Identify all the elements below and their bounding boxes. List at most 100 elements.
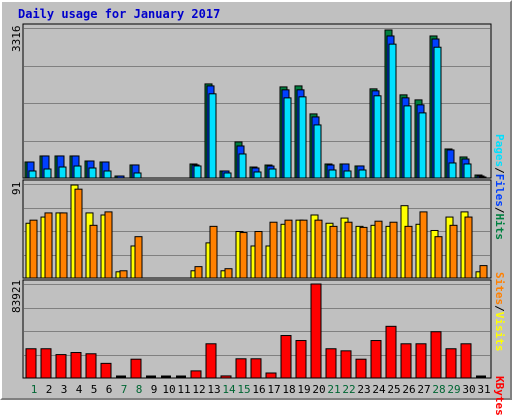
chart-title: Daily usage for January 2017 (18, 7, 221, 21)
bar-pages-day-18 (283, 97, 292, 179)
bar-pages-day-24 (373, 95, 382, 179)
bar-pages-day-27 (418, 112, 427, 179)
day-label-18: 18 (282, 383, 296, 396)
bar-sites-day-22 (344, 221, 353, 279)
bar-sites-day-5 (89, 224, 98, 279)
legend-kbytes-box: KBytes (493, 376, 506, 416)
day-label-8: 8 (135, 383, 143, 396)
bar-pages-day-13 (208, 93, 217, 179)
kbytes-max-label: 83921 (10, 279, 23, 313)
bar-kbytes-day-1 (25, 348, 37, 379)
bar-sites-day-15 (239, 232, 248, 279)
day-label-25: 25 (387, 383, 401, 396)
day-label-29: 29 (447, 383, 461, 396)
bar-kbytes-day-14 (220, 375, 232, 379)
day-label-7: 7 (120, 383, 128, 396)
day-label-21: 21 (327, 383, 341, 396)
bar-files-day-7 (116, 175, 125, 179)
legend-sep-2: / (493, 206, 506, 214)
visits-max-label: 91 (10, 181, 23, 195)
day-label-22: 22 (342, 383, 356, 396)
bar-sites-day-1 (29, 219, 38, 279)
bar-pages-day-15 (238, 153, 247, 179)
bar-kbytes-day-16 (250, 358, 262, 379)
bar-pages-day-25 (388, 43, 397, 179)
day-label-24: 24 (372, 383, 386, 396)
bar-sites-day-23 (359, 226, 368, 279)
bar-pages-day-14 (223, 172, 232, 179)
day-label-14: 14 (222, 383, 236, 396)
bar-sites-day-3 (59, 212, 68, 279)
bar-sites-day-31 (479, 265, 488, 279)
bar-kbytes-day-29 (445, 348, 457, 379)
bar-sites-day-30 (464, 216, 473, 279)
day-label-15: 15 (237, 383, 251, 396)
day-label-10: 10 (162, 383, 176, 396)
day-label-27: 27 (417, 383, 431, 396)
bar-pages-day-19 (298, 96, 307, 179)
bar-sites-day-25 (389, 221, 398, 279)
bar-kbytes-day-6 (100, 362, 112, 379)
bar-pages-day-2 (43, 168, 52, 179)
legend-hits-files-pages: Pages/Files/Hits (493, 134, 506, 240)
legend-sep-3: / (493, 305, 506, 312)
bar-kbytes-day-18 (280, 335, 292, 379)
bar-kbytes-day-25 (385, 325, 397, 379)
bar-kbytes-day-2 (40, 348, 52, 379)
day-label-20: 20 (312, 383, 326, 396)
bar-kbytes-day-8 (130, 358, 142, 379)
bar-pages-day-28 (433, 46, 442, 179)
day-label-17: 17 (267, 383, 281, 396)
bar-sites-day-7 (119, 270, 128, 279)
usage-chart (22, 23, 492, 379)
bar-pages-day-8 (133, 172, 142, 179)
bar-sites-day-12 (194, 266, 203, 279)
day-label-3: 3 (60, 383, 68, 396)
bar-sites-day-18 (284, 219, 293, 279)
bar-sites-day-8 (134, 236, 143, 279)
day-label-12: 12 (192, 383, 206, 396)
bar-kbytes-day-13 (205, 343, 217, 379)
day-label-9: 9 (150, 383, 158, 396)
bar-kbytes-day-15 (235, 358, 247, 379)
bar-pages-day-3 (58, 166, 67, 179)
day-label-6: 6 (105, 383, 113, 396)
day-label-5: 5 (90, 383, 98, 396)
bar-sites-day-19 (299, 219, 308, 279)
bar-kbytes-day-26 (400, 343, 412, 379)
bar-kbytes-day-12 (190, 370, 202, 379)
day-label-2: 2 (45, 383, 53, 396)
bar-sites-day-24 (374, 220, 383, 279)
bar-kbytes-day-24 (370, 340, 382, 379)
bar-pages-day-12 (193, 165, 202, 179)
bar-pages-day-20 (313, 124, 322, 179)
bar-kbytes-day-19 (295, 340, 307, 379)
bar-pages-day-6 (103, 170, 112, 179)
bar-pages-day-16 (253, 171, 262, 179)
bar-sites-day-20 (314, 219, 323, 279)
bar-kbytes-day-3 (55, 354, 67, 379)
bar-kbytes-day-22 (340, 350, 352, 379)
panel-1 (22, 23, 492, 179)
bar-sites-day-28 (434, 236, 443, 279)
legend-pages: Pages (493, 134, 506, 168)
bar-pages-day-21 (328, 169, 337, 179)
bar-pages-day-1 (28, 170, 37, 179)
bar-pages-day-31 (478, 176, 487, 179)
bar-pages-day-4 (73, 165, 82, 179)
bar-pages-day-5 (88, 167, 97, 179)
bar-kbytes-day-27 (415, 343, 427, 379)
day-label-19: 19 (297, 383, 311, 396)
day-label-26: 26 (402, 383, 416, 396)
legend-sep-1: / (493, 167, 506, 174)
day-label-28: 28 (432, 383, 446, 396)
day-label-1: 1 (30, 383, 38, 396)
bar-kbytes-day-20 (310, 283, 322, 379)
bar-pages-day-30 (463, 163, 472, 179)
bar-sites-day-26 (404, 225, 413, 279)
bar-sites-day-13 (209, 225, 218, 279)
legend-visits: Visits (493, 311, 506, 352)
bar-kbytes-day-5 (85, 353, 97, 379)
day-label-31: 31 (477, 383, 491, 396)
bar-kbytes-day-23 (355, 358, 367, 379)
